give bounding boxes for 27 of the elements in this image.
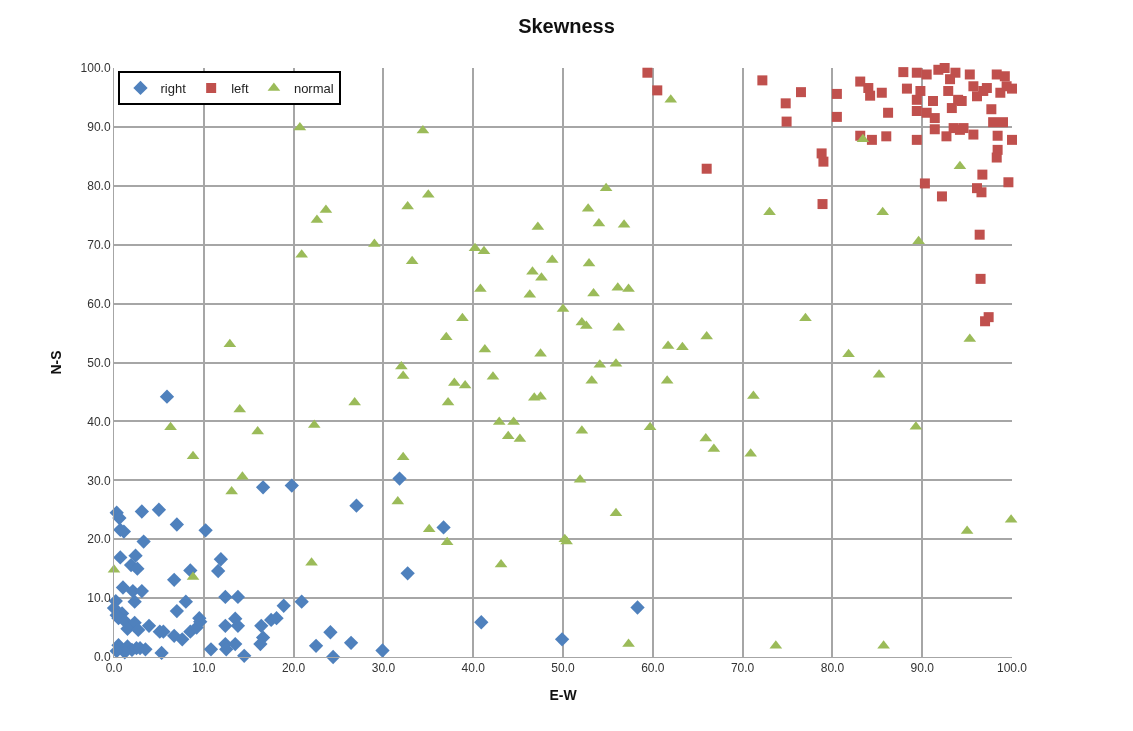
x-tick-label: 100.0	[996, 661, 1028, 676]
x-tick-label: 0.0	[105, 661, 123, 676]
y-tick-label: 80.0	[87, 179, 111, 193]
legend-label: right	[160, 80, 187, 96]
legend-label: left	[231, 80, 249, 96]
x-tick-label: 10.0	[192, 661, 216, 676]
y-tick-label: 100.0	[80, 61, 111, 76]
x-tick-label: 30.0	[371, 661, 396, 676]
legend-label: normal	[293, 80, 334, 96]
y-tick-label: 30.0	[87, 473, 111, 488]
y-tick-label: 90.0	[87, 120, 111, 135]
x-tick-label: 60.0	[641, 661, 665, 676]
chart-title: Skewness	[518, 14, 615, 37]
x-axis-title: E-W	[549, 686, 578, 703]
y-tick-label: 50.0	[87, 355, 111, 370]
y-axis-title: N-S	[48, 350, 65, 375]
x-tick-label: 40.0	[461, 661, 486, 676]
x-tick-label: 20.0	[281, 661, 306, 676]
y-tick-label: 40.0	[87, 414, 111, 429]
y-tick-label: 10.0	[87, 591, 111, 606]
y-tick-label: 20.0	[87, 532, 111, 547]
x-tick-label: 70.0	[730, 661, 755, 676]
x-tick-label: 50.0	[551, 661, 575, 676]
x-tick-label: 80.0	[820, 661, 845, 676]
y-tick-label: 60.0	[87, 296, 111, 311]
x-tick-label: 90.0	[910, 661, 935, 676]
y-tick-label: 70.0	[87, 237, 111, 252]
